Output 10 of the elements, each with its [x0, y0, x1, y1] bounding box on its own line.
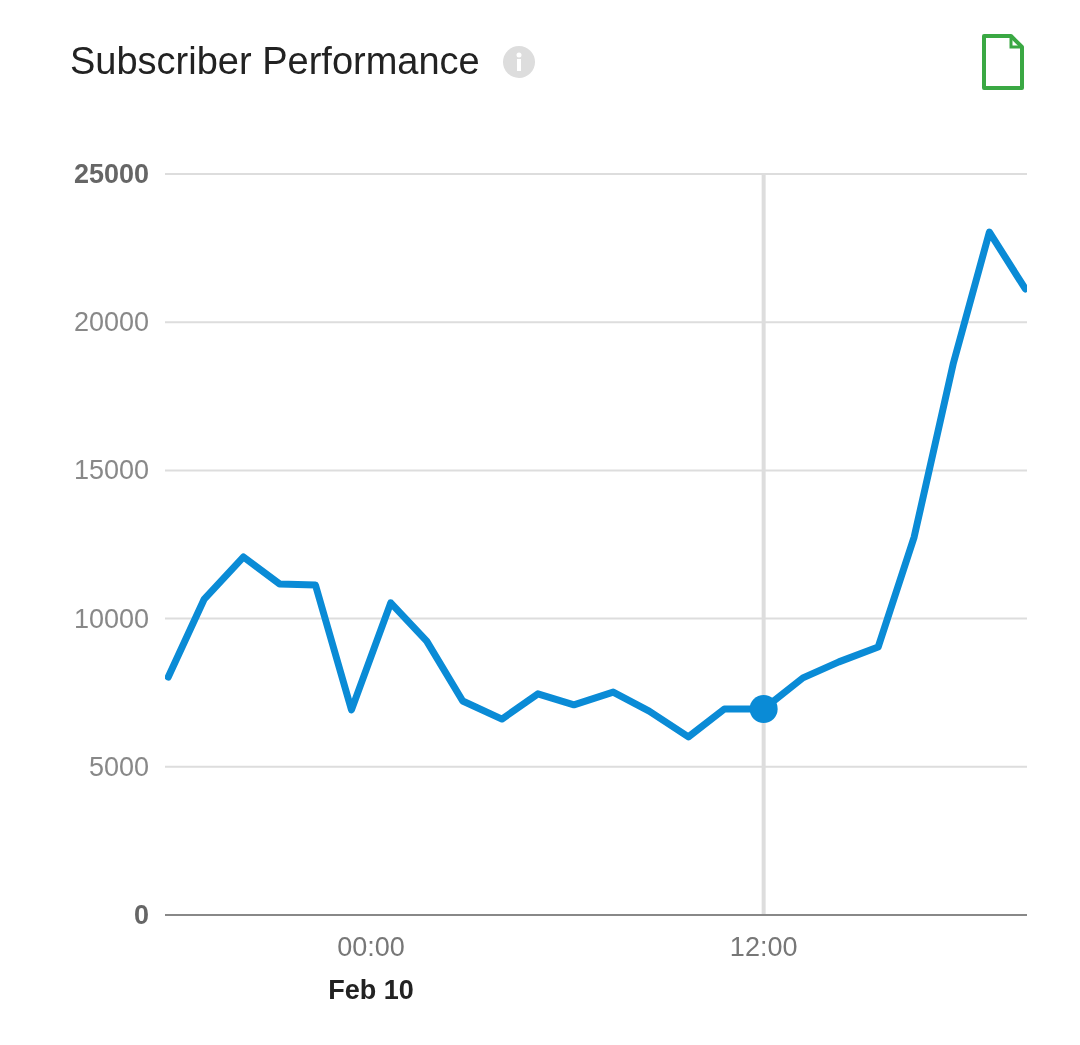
x-tick-label: 12:00 — [729, 932, 798, 963]
chart-title: Subscriber Performance — [70, 40, 480, 83]
y-tick-label: 15000 — [73, 455, 149, 486]
y-tick-label: 5000 — [88, 751, 149, 782]
y-tick-label: 20000 — [73, 307, 149, 338]
y-tick-label: 25000 — [73, 159, 149, 189]
text: Feb 10 — [328, 975, 414, 1006]
x-tick-label: 00:00 — [337, 932, 405, 963]
y-tick-label: 0 — [133, 900, 149, 930]
y-tick-label: 10000 — [73, 603, 149, 634]
